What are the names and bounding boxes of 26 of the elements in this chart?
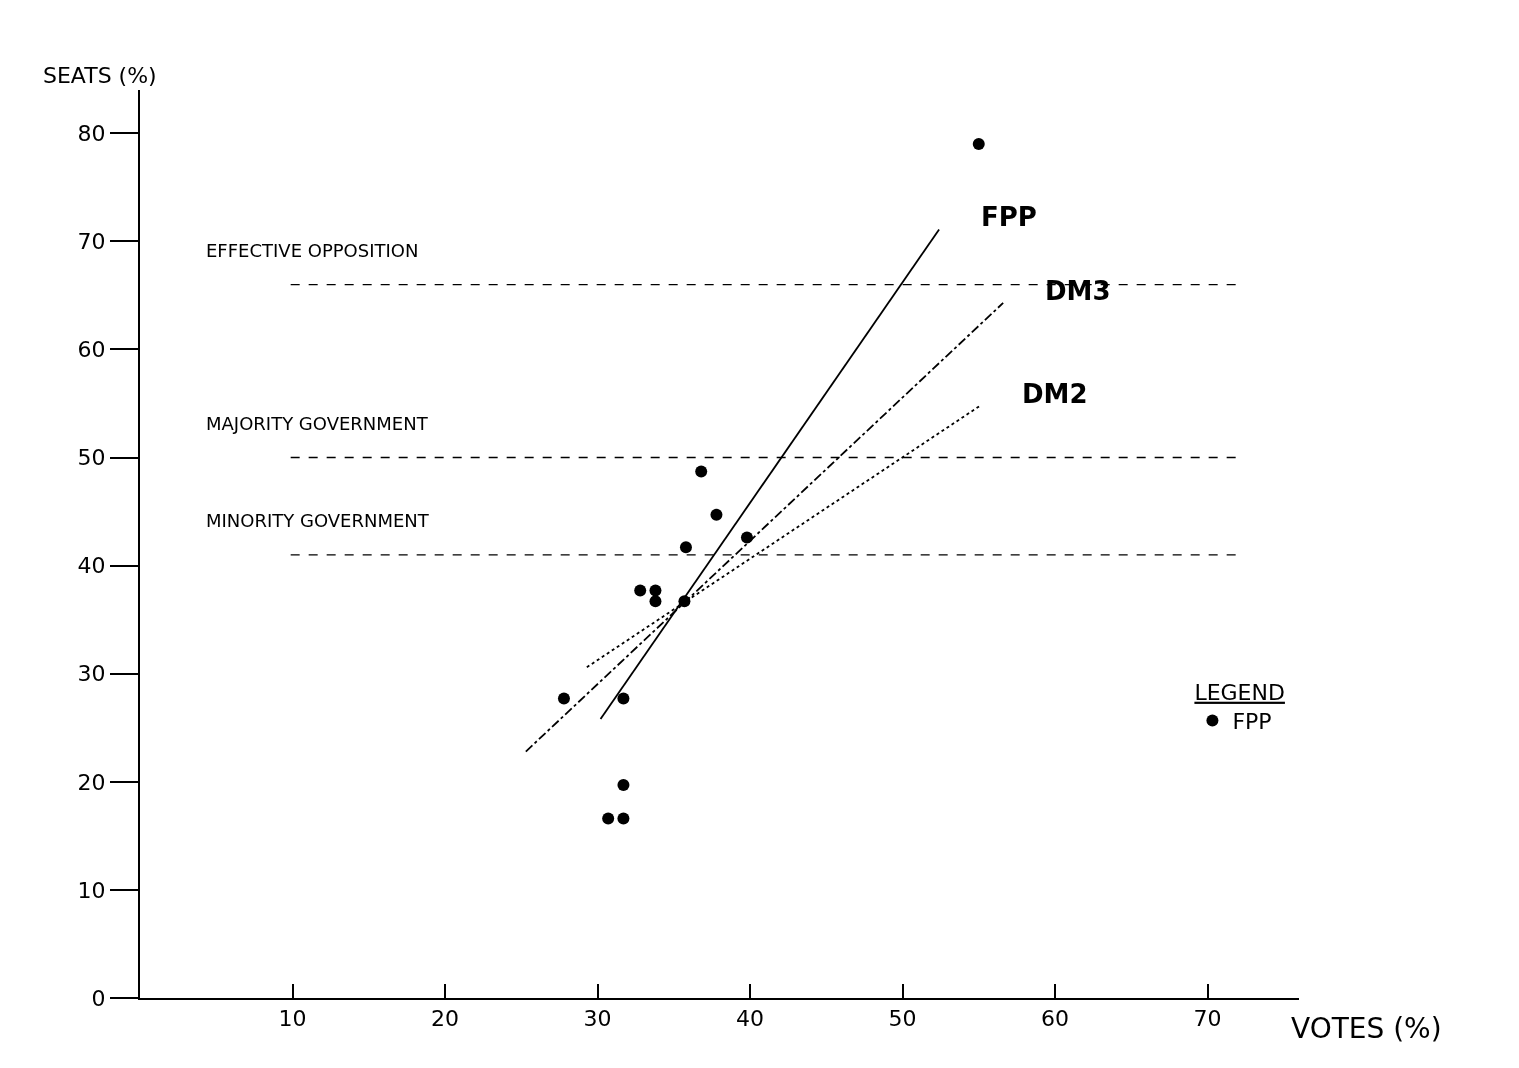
x-tick-label: 40	[736, 1006, 764, 1032]
y-tick-label: 20	[77, 769, 106, 795]
y-tick-label: 80	[77, 120, 106, 146]
x-tick-label: 30	[583, 1006, 612, 1032]
ref-line-label: EFFECTIVE OPPOSITION	[206, 240, 419, 261]
ref-line-label: MAJORITY GOVERNMENT	[206, 413, 429, 434]
y-tick-label: 70	[77, 229, 106, 255]
y-tick-label: 30	[77, 661, 106, 687]
y-tick-label: 0	[91, 985, 106, 1011]
y-axis-title: SEATS (%)	[43, 63, 157, 88]
series-label: DM3	[1045, 276, 1111, 306]
x-tick-label: 50	[888, 1006, 917, 1032]
y-tick-label: 10	[77, 877, 106, 903]
x-tick-label: 10	[278, 1006, 307, 1032]
legend-title: LEGEND	[1194, 679, 1285, 705]
y-tick-label: 40	[77, 553, 106, 579]
y-tick-label: 50	[77, 445, 106, 471]
x-tick-label: 60	[1041, 1006, 1069, 1032]
y-tick-label: 60	[77, 337, 106, 363]
x-tick-label: 20	[431, 1006, 459, 1032]
series-label: DM2	[1022, 379, 1088, 409]
ref-line-label: MINORITY GOVERNMENT	[206, 510, 430, 531]
series-label: FPP	[981, 202, 1037, 232]
x-tick-label: 70	[1193, 1006, 1222, 1032]
legend-label: FPP	[1232, 709, 1272, 735]
x-axis-title: VOTES (%)	[1291, 1012, 1442, 1045]
